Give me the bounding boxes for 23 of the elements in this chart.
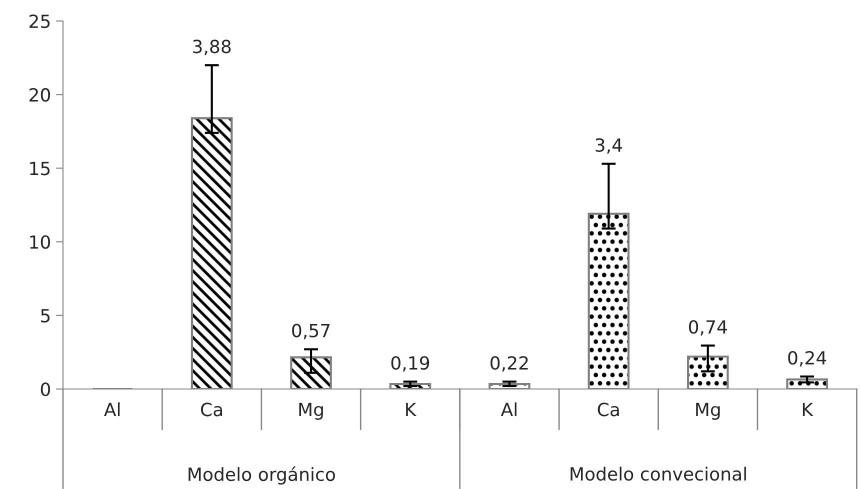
y-tick-label: 5 (41, 309, 50, 323)
x-tick-label: Al (104, 402, 120, 416)
annotation: 3,4 (596, 138, 622, 154)
y-tick-label: 15 (30, 162, 50, 176)
y-tick-label: 10 (30, 235, 50, 249)
y-tick-label: 25 (30, 14, 50, 28)
text: Modelo orgánico (188, 466, 335, 485)
annotation: 0,57 (292, 324, 330, 340)
annotation: 0,22 (490, 356, 528, 372)
y-tick-label: 20 (30, 88, 50, 102)
x-tick-label: Mg (299, 402, 323, 420)
y-tick-label: 0 (40, 382, 50, 396)
annotation: 3,88 (193, 40, 231, 56)
text: Modelo convecional (570, 466, 746, 481)
x-tick-label: Ca (598, 402, 619, 416)
x-tick-label: K (802, 402, 814, 416)
annotation: 0,24 (788, 351, 826, 366)
x-tick-label: Mg (696, 402, 720, 420)
annotation: 0,74 (688, 320, 727, 336)
x-tick-label: Al (500, 402, 516, 416)
x-tick-label: Ca (200, 402, 222, 416)
x-tick-label: K (406, 402, 417, 416)
annotation: 0,19 (391, 356, 430, 372)
